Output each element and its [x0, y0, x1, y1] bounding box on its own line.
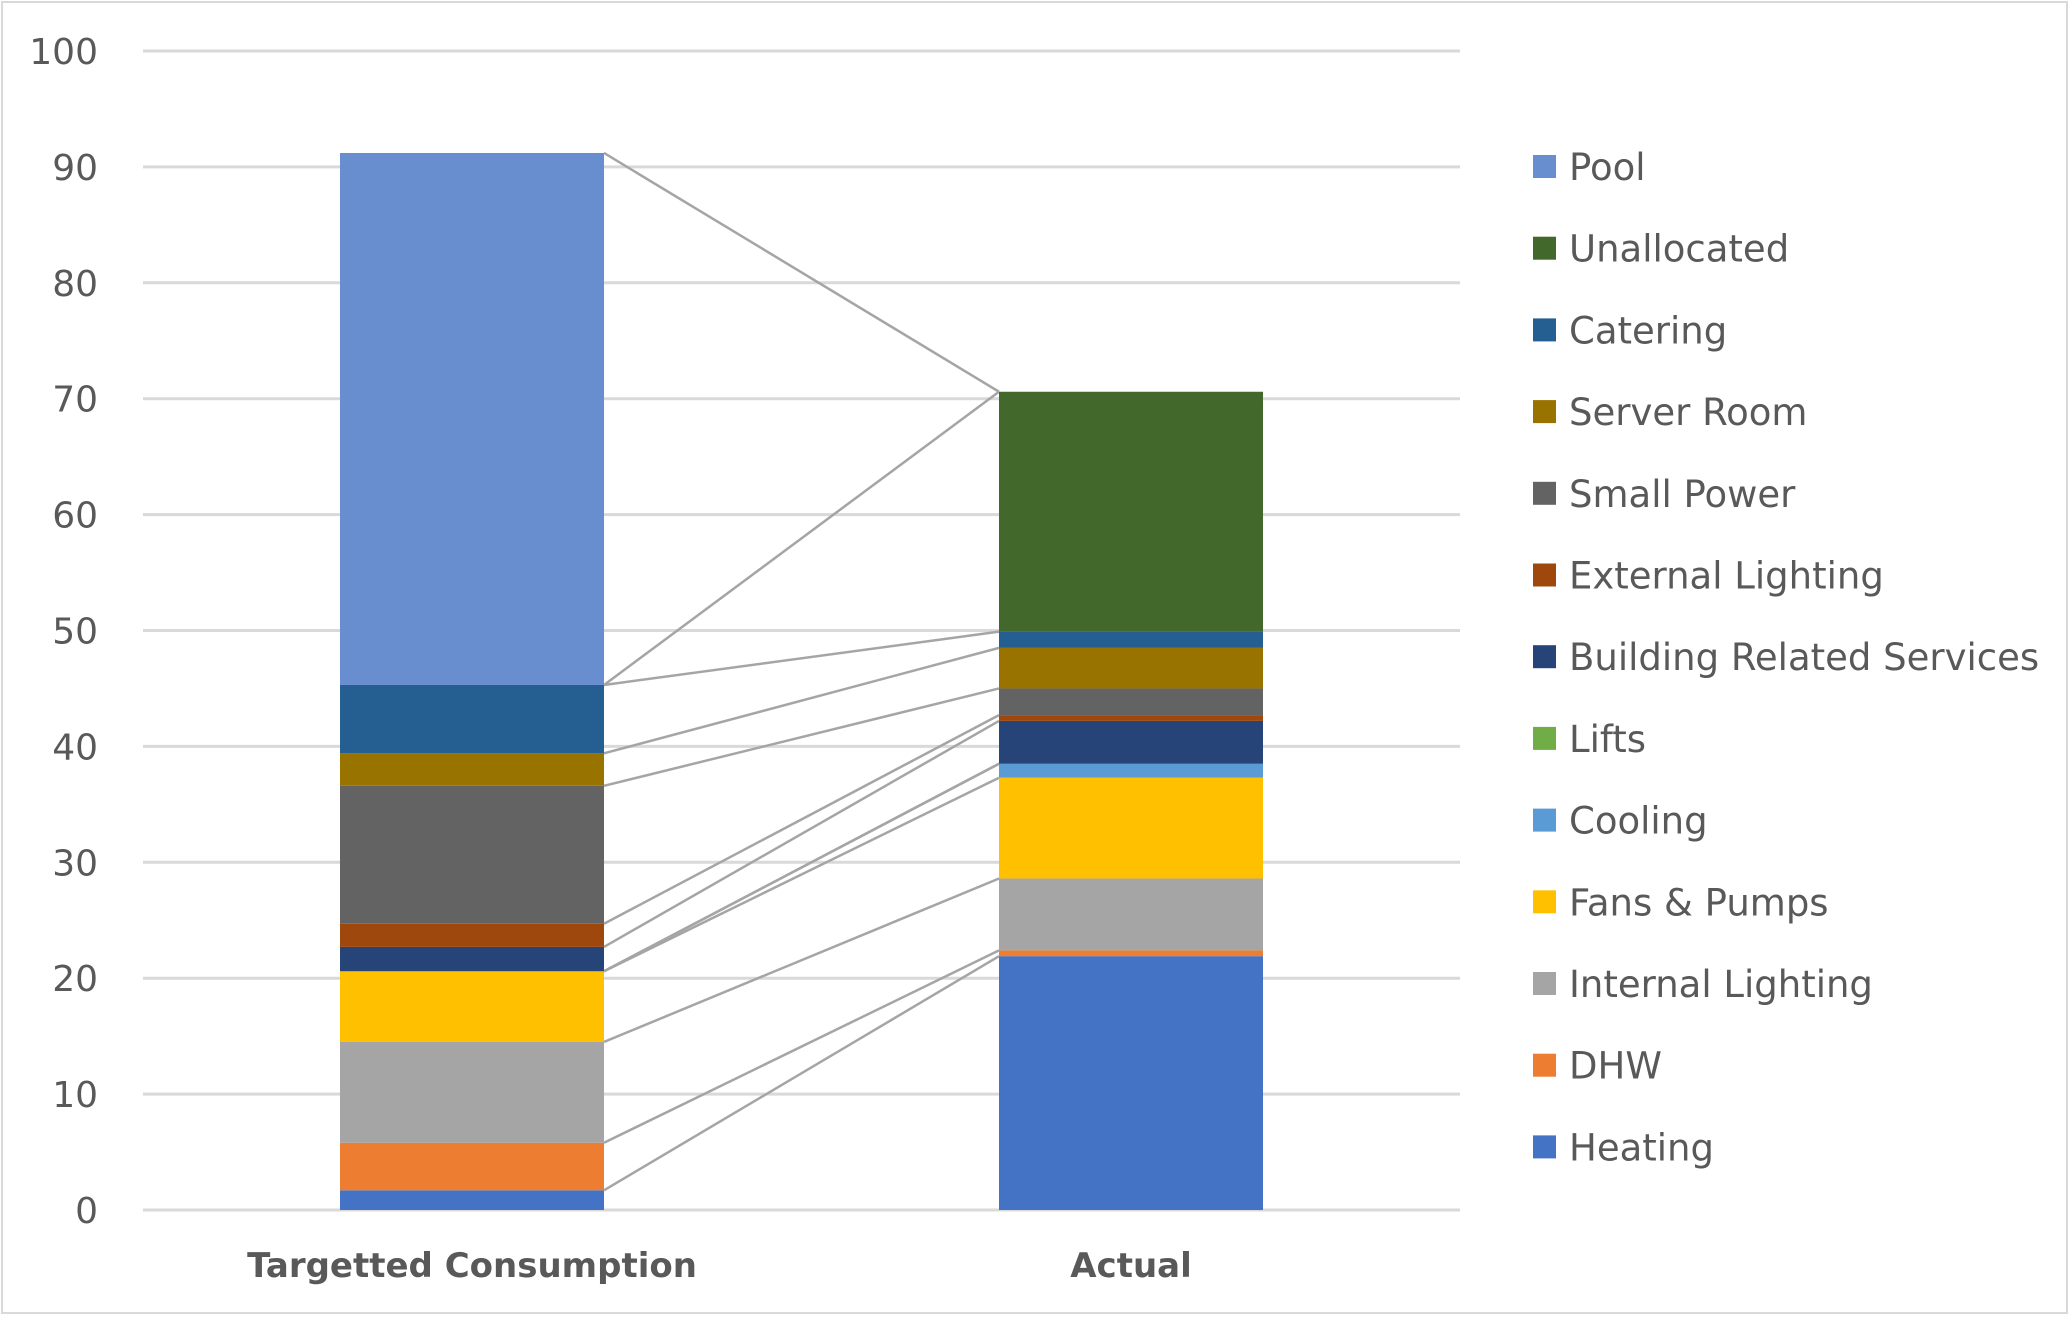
y-tick-label-50: 50 [52, 612, 98, 653]
legend-label: Building Related Services [1569, 636, 2039, 679]
legend-item-external-lighting: External Lighting [1533, 555, 1884, 598]
series-line-external-lighting [603, 714, 1000, 925]
y-tick-label-90: 90 [52, 148, 98, 189]
y-axis-tick-labels: 0 10 20 30 40 50 60 70 80 90 100 [29, 32, 98, 1232]
y-tick-label-10: 10 [52, 1075, 98, 1116]
y-tick-label-20: 20 [52, 959, 98, 1000]
bar-segment-internal-lighting-actual [999, 878, 1263, 951]
bar-segment-fans-pumps-actual [999, 777, 1263, 879]
legend: Pool Unallocated Catering Server Room Small … [1533, 146, 2039, 1169]
bar-segment-catering-actual [999, 631, 1263, 648]
y-tick-label-60: 60 [52, 496, 98, 537]
bar-segment-unallocated-actual [999, 391, 1263, 632]
bar-segment-building-related-services-targetted [340, 946, 604, 972]
legend-swatch [1533, 726, 1556, 750]
bars [340, 152, 1263, 1210]
series-line-lifts [603, 762, 1000, 973]
legend-swatch [1533, 563, 1556, 587]
legend-item-heating: Heating [1533, 1126, 1714, 1169]
bar-segment-small-power-targetted [340, 785, 604, 924]
bar-segment-building-related-services-actual [999, 720, 1263, 764]
legend-swatch [1533, 481, 1556, 505]
legend-label: Server Room [1569, 391, 1807, 434]
legend-swatch [1533, 1053, 1556, 1077]
legend-label: Pool [1569, 146, 1646, 189]
series-line-catering [603, 630, 1000, 687]
legend-swatch [1533, 972, 1556, 995]
legend-item-pool: Pool [1533, 146, 1646, 189]
y-tick-label-100: 100 [29, 32, 98, 73]
bar-segment-cooling-actual [999, 763, 1263, 778]
legend-label: Small Power [1569, 473, 1796, 516]
bar-segment-small-power-actual [999, 688, 1263, 716]
series-line-dhw [603, 949, 1000, 1144]
legend-swatch [1533, 890, 1556, 914]
legend-swatch [1533, 155, 1556, 178]
legend-swatch [1533, 236, 1556, 260]
legend-swatch [1533, 400, 1556, 424]
y-tick-label-30: 30 [52, 843, 98, 884]
series-line-heating [603, 955, 1000, 1192]
legend-label: Catering [1569, 309, 1727, 352]
legend-label: DHW [1569, 1045, 1662, 1088]
legend-item-cooling: Cooling [1533, 800, 1708, 843]
series-line-building-related-services [603, 719, 1000, 948]
y-tick-label-70: 70 [52, 380, 98, 421]
bar-segment-external-lighting-actual [999, 715, 1263, 721]
legend-swatch [1533, 808, 1556, 832]
bar-segment-server-room-actual [999, 647, 1263, 689]
x-axis-category-labels: Targetted Consumption Actual [247, 1246, 1192, 1286]
legend-label: Cooling [1569, 800, 1708, 843]
series-line-fans-pumps [603, 776, 1000, 973]
bar-segment-fans-pumps-targetted [340, 971, 604, 1042]
y-tick-label-80: 80 [52, 264, 98, 305]
legend-item-small-power: Small Power [1533, 473, 1796, 516]
bar-segment-internal-lighting-targetted [340, 1041, 604, 1143]
y-tick-label-40: 40 [52, 727, 98, 768]
legend-label: External Lighting [1569, 555, 1884, 598]
x-category-label: Actual [1070, 1246, 1192, 1286]
legend-swatch [1533, 645, 1556, 669]
legend-item-fans-pumps: Fans & Pumps [1533, 881, 1829, 924]
series-lines [603, 151, 1000, 1192]
legend-label: Lifts [1569, 718, 1646, 761]
bar-segment-dhw-targetted [340, 1142, 604, 1191]
bar-segment-server-room-targetted [340, 753, 604, 786]
y-tick-label-0: 0 [75, 1191, 98, 1232]
legend-item-internal-lighting: Internal Lighting [1533, 963, 1873, 1006]
x-category-label: Targetted Consumption [247, 1246, 697, 1286]
series-line-internal-lighting [603, 877, 1000, 1044]
legend-swatch [1533, 318, 1556, 342]
bar-segment-external-lighting-targetted [340, 923, 604, 947]
bar-segment-pool-targetted [340, 152, 604, 685]
series-line-server-room [603, 646, 1000, 755]
legend-item-building-related-services: Building Related Services [1533, 636, 2039, 679]
bar-segment-catering-targetted [340, 684, 604, 754]
legend-label: Internal Lighting [1569, 963, 1873, 1006]
legend-label: Unallocated [1569, 228, 1789, 271]
bar-segment-dhw-actual [999, 950, 1263, 957]
legend-label: Heating [1569, 1126, 1714, 1169]
series-line-pool [603, 151, 1000, 393]
legend-item-lifts: Lifts [1533, 718, 1646, 761]
legend-label: Fans & Pumps [1569, 881, 1829, 924]
series-line-small-power [603, 687, 1000, 788]
series-line-unallocated [603, 390, 1000, 686]
legend-item-catering: Catering [1533, 309, 1727, 352]
bar-segment-heating-actual [999, 956, 1263, 1210]
legend-swatch [1533, 1135, 1556, 1159]
legend-item-unallocated: Unallocated [1533, 228, 1789, 271]
bar-segment-heating-targetted [340, 1190, 604, 1210]
legend-item-server-room: Server Room [1533, 391, 1807, 434]
legend-item-dhw: DHW [1533, 1045, 1662, 1088]
